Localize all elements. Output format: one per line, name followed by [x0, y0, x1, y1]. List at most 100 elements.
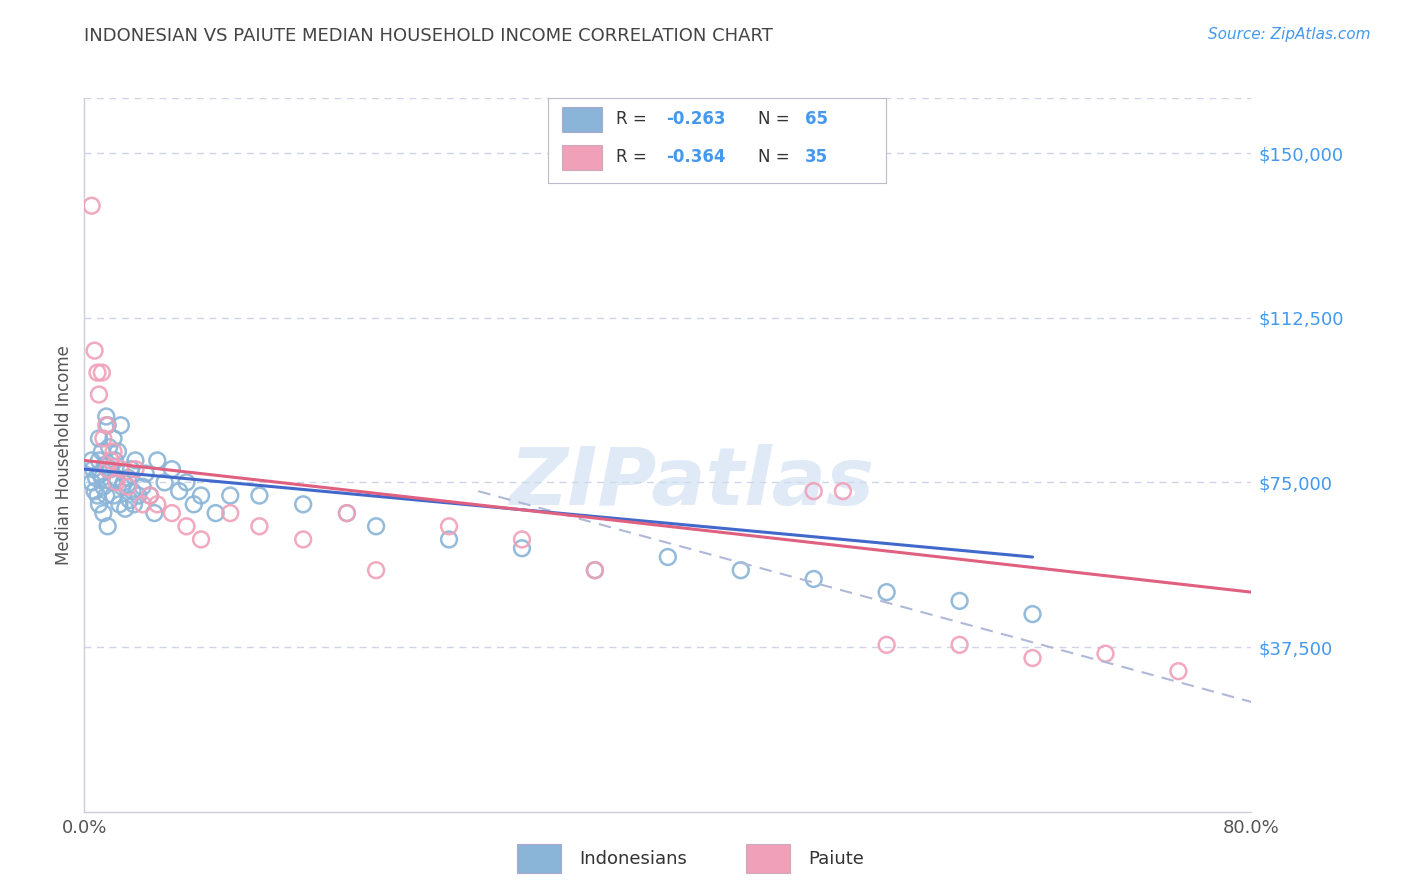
Point: [132, 480, 155, 494]
Text: N =: N =: [758, 111, 794, 128]
Bar: [562, 145, 602, 170]
Point: [143, 506, 166, 520]
Point: [204, 506, 226, 520]
Point: [91, 480, 114, 494]
Point: [167, 484, 190, 499]
Point: [190, 489, 212, 503]
Point: [103, 432, 125, 446]
Text: INDONESIAN VS PAIUTE MEDIAN HOUSEHOLD INCOME CORRELATION CHART: INDONESIAN VS PAIUTE MEDIAN HOUSEHOLD IN…: [84, 27, 773, 45]
Point: [91, 506, 114, 520]
Point: [91, 432, 114, 446]
Y-axis label: Median Household Income: Median Household Income: [55, 345, 73, 565]
Point: [118, 492, 141, 507]
Point: [80, 199, 103, 213]
Point: [86, 366, 108, 380]
Point: [111, 480, 134, 494]
Point: [98, 440, 121, 454]
Point: [832, 484, 855, 499]
Point: [100, 462, 122, 476]
Point: [114, 501, 136, 516]
Text: 65: 65: [804, 111, 828, 128]
Point: [135, 467, 157, 481]
Point: [247, 489, 270, 503]
Point: [80, 453, 103, 467]
Text: N =: N =: [758, 148, 794, 167]
Point: [110, 418, 132, 433]
Point: [510, 533, 533, 547]
Point: [876, 585, 898, 599]
Point: [83, 343, 105, 358]
Point: [510, 541, 533, 556]
Point: [87, 497, 110, 511]
Point: [1021, 607, 1043, 621]
Point: [153, 475, 176, 490]
Point: [90, 471, 112, 485]
Point: [948, 594, 970, 608]
Point: [146, 497, 169, 511]
Text: Source: ZipAtlas.com: Source: ZipAtlas.com: [1208, 27, 1371, 42]
Point: [183, 497, 205, 511]
Point: [96, 418, 118, 433]
Point: [87, 387, 110, 401]
Point: [583, 563, 606, 577]
Bar: [517, 844, 561, 873]
Point: [219, 506, 242, 520]
Point: [146, 453, 169, 467]
Point: [122, 497, 145, 511]
Point: [730, 563, 752, 577]
Point: [90, 366, 112, 380]
Point: [190, 533, 212, 547]
Text: Indonesians: Indonesians: [579, 849, 688, 868]
Point: [336, 506, 359, 520]
Point: [110, 462, 132, 476]
Point: [437, 519, 460, 533]
Point: [104, 453, 127, 467]
Point: [124, 462, 146, 476]
Point: [121, 484, 143, 499]
Point: [107, 444, 129, 458]
Text: -0.263: -0.263: [666, 111, 725, 128]
Point: [120, 462, 142, 476]
Point: [176, 475, 198, 490]
Point: [803, 572, 825, 586]
Point: [87, 432, 110, 446]
Point: [105, 471, 128, 485]
Text: Paiute: Paiute: [808, 849, 865, 868]
Point: [97, 418, 120, 433]
Point: [247, 519, 270, 533]
Point: [127, 489, 149, 503]
Point: [100, 453, 122, 467]
Point: [292, 497, 315, 511]
Point: [97, 519, 120, 533]
Point: [90, 444, 112, 458]
Point: [117, 471, 139, 485]
Point: [160, 462, 183, 476]
Point: [103, 489, 125, 503]
Point: [103, 444, 125, 458]
Point: [1167, 664, 1189, 678]
Point: [97, 462, 120, 476]
Point: [176, 519, 198, 533]
Point: [948, 638, 970, 652]
Point: [82, 462, 104, 476]
Point: [366, 519, 388, 533]
Point: [117, 480, 139, 494]
Point: [1021, 651, 1043, 665]
Point: [89, 467, 111, 481]
Point: [83, 484, 105, 499]
Point: [1094, 647, 1116, 661]
Text: 35: 35: [804, 148, 828, 167]
Point: [124, 453, 146, 467]
Point: [657, 549, 679, 564]
Point: [87, 453, 110, 467]
Point: [86, 489, 108, 503]
Point: [139, 489, 162, 503]
Point: [105, 475, 128, 490]
Point: [101, 475, 124, 490]
Point: [112, 475, 135, 490]
Point: [160, 506, 183, 520]
Point: [437, 533, 460, 547]
Point: [80, 475, 103, 490]
Text: -0.364: -0.364: [666, 148, 725, 167]
Point: [139, 489, 162, 503]
